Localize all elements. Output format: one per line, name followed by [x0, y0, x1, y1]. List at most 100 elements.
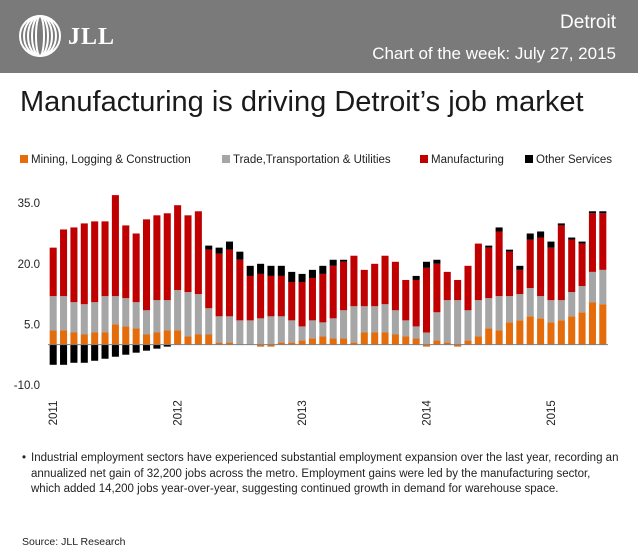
bar-segment-trade	[319, 322, 327, 337]
bar-segment-trade	[474, 300, 482, 337]
bar-segment-mining	[402, 336, 410, 345]
bar-segment-mining	[350, 342, 358, 345]
y-tick-label: 5.0	[24, 319, 40, 331]
bar-segment-manufacturing	[184, 215, 192, 293]
bar-segment-manufacturing	[505, 251, 514, 297]
bar-segment-other	[412, 275, 420, 280]
bar-segment-trade	[340, 310, 348, 339]
bar-segment-other	[91, 344, 99, 361]
bar-segment-manufacturing	[599, 213, 607, 270]
bar-segment-other	[588, 211, 596, 214]
bar-segment-manufacturing	[350, 255, 358, 307]
bar-segment-mining	[184, 336, 192, 345]
bar-segment-manufacturing	[91, 221, 99, 303]
bar-segment-mining	[464, 340, 472, 345]
bar-segment-trade	[350, 306, 358, 343]
bar-segment-other	[142, 344, 151, 351]
bar-segment-manufacturing	[163, 213, 171, 301]
bar-segment-mining	[70, 332, 78, 345]
bar-segment-manufacturing	[215, 253, 223, 317]
bar-segment-other	[568, 237, 576, 240]
bar-segment-manufacturing	[371, 263, 379, 307]
bar-segment-trade	[298, 326, 306, 341]
bar-segment-mining	[526, 316, 534, 345]
bar-segment-mining	[49, 330, 57, 345]
bar-segment-manufacturing	[588, 213, 596, 272]
bar-segment-trade	[142, 310, 151, 335]
bar-segment-trade	[402, 320, 410, 337]
bar-segment-other	[329, 259, 337, 266]
bar-segment-trade	[433, 312, 441, 341]
bar-segment-other	[163, 344, 171, 347]
y-tick-label: 35.0	[18, 198, 40, 210]
bar-segment-trade	[568, 292, 576, 317]
bar-segment-manufacturing	[454, 279, 462, 301]
bar-segment-mining	[433, 340, 441, 345]
bar-segment-mining	[381, 332, 389, 345]
bar-segment-manufacturing	[578, 243, 586, 287]
bar-segment-other	[80, 344, 88, 363]
bar-segment-manufacturing	[194, 211, 202, 295]
bar-segment-trade	[443, 300, 451, 343]
legend-swatch-trade	[222, 154, 230, 163]
bar-segment-trade	[422, 332, 431, 345]
bar-segment-manufacturing	[174, 205, 182, 291]
bar-segment-manufacturing	[464, 265, 472, 311]
bar-segment-trade	[454, 300, 462, 345]
stacked-bar-chart: 35.0 20.0 5.0 -10.0 2011 2012 2013 2014 2015	[14, 195, 608, 426]
bar-segment-trade	[60, 296, 68, 331]
bar-segment-manufacturing	[443, 271, 451, 301]
bar-segment-mining	[257, 344, 265, 347]
bar-segment-trade	[194, 294, 202, 335]
bar-segment-mining	[422, 344, 431, 347]
bar-segment-trade	[391, 310, 399, 335]
bar-segment-trade	[205, 308, 213, 335]
bar-segment-other	[70, 344, 78, 363]
bar-segment-other	[516, 265, 524, 270]
jll-logo: JLL	[18, 14, 118, 58]
bar-segment-trade	[122, 298, 130, 327]
bar-segment-mining	[153, 332, 161, 345]
bar-segment-manufacturing	[526, 239, 534, 289]
bar-segment-other	[422, 261, 431, 268]
bar-segment-trade	[588, 271, 596, 303]
bar-segment-mining	[547, 322, 555, 345]
bar-segment-mining	[485, 328, 493, 345]
bar-segment-trade	[495, 296, 503, 331]
bar-segment-other	[225, 241, 234, 250]
bar-segment-other	[49, 344, 57, 365]
legend-label-manufacturing: Manufacturing	[431, 154, 504, 166]
bar-segment-other	[132, 344, 140, 353]
bar-segment-trade	[578, 286, 586, 313]
bar-segment-manufacturing	[60, 229, 68, 297]
bar-segment-manufacturing	[70, 227, 78, 303]
bar-segment-manufacturing	[142, 219, 151, 311]
x-tick-label: 2011	[48, 401, 60, 426]
bar-segment-manufacturing	[422, 267, 431, 333]
bar-segment-trade	[215, 316, 223, 343]
bar-segment-other	[537, 231, 545, 238]
bar-segment-other	[433, 259, 441, 264]
chart-legend: Mining, Logging & Construction Trade,Tra…	[20, 154, 630, 170]
bar-segment-manufacturing	[547, 247, 555, 301]
bar-segment-manufacturing	[568, 239, 576, 293]
bar-segment-trade	[308, 320, 316, 339]
bar-segment-manufacturing	[80, 223, 88, 305]
bar-segment-mining	[340, 338, 348, 345]
bar-segment-trade	[101, 296, 109, 333]
bar-segment-manufacturing	[111, 195, 119, 297]
bar-segment-other	[578, 241, 586, 244]
jll-logo-icon	[19, 15, 61, 57]
bar-segment-manufacturing	[319, 273, 327, 323]
bar-segment-mining	[60, 330, 68, 345]
commentary-bullet: • Industrial employment sectors have exp…	[22, 451, 620, 498]
bar-segment-other	[340, 259, 348, 262]
bar-segment-mining	[319, 336, 327, 345]
x-tick-label: 2015	[546, 400, 558, 426]
bar-segment-manufacturing	[308, 277, 316, 321]
x-tick-label: 2012	[173, 400, 185, 426]
bar-segment-manufacturing	[298, 281, 306, 327]
legend-label-mining: Mining, Logging & Construction	[31, 154, 191, 166]
bar-segment-manufacturing	[402, 279, 410, 321]
bar-segment-trade	[80, 304, 88, 335]
